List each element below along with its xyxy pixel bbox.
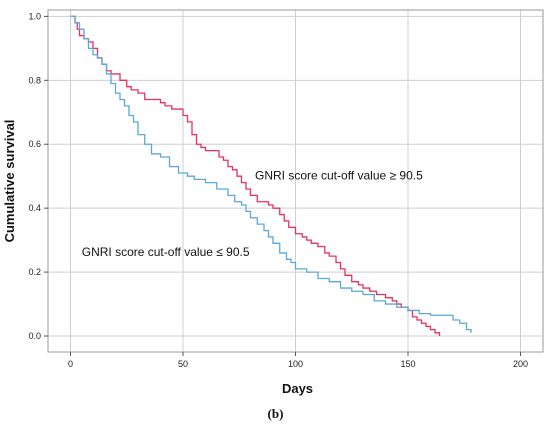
x-tick-label: 50 xyxy=(178,359,188,369)
y-tick-label: 1.0 xyxy=(28,11,41,21)
annotations: GNRI score cut-off value ≥ 90.5 GNRI scor… xyxy=(82,168,423,259)
survival-curves xyxy=(70,15,472,337)
y-tick-label: 0.4 xyxy=(28,203,41,213)
x-tick-label: 150 xyxy=(400,359,415,369)
y-tick-label: 0.8 xyxy=(28,75,41,85)
axis-ticks: 0 50 100 150 200 0.0 0.2 0.4 0.6 0.8 1.0 xyxy=(28,11,528,369)
annotation-label-1: GNRI score cut-off value ≥ 90.5 xyxy=(255,168,423,182)
survival-curve-2 xyxy=(70,15,472,333)
x-axis-title: Days xyxy=(282,381,313,396)
x-tick-label: 100 xyxy=(288,359,303,369)
grid-lines xyxy=(48,10,543,352)
annotation-label-2: GNRI score cut-off value ≤ 90.5 xyxy=(82,245,250,259)
x-tick-label: 200 xyxy=(513,359,528,369)
x-tick-label: 0 xyxy=(68,359,73,369)
y-axis-title: Cumulative survival xyxy=(2,120,17,243)
y-tick-label: 0.0 xyxy=(28,331,41,341)
survival-curve-1 xyxy=(70,15,441,337)
figure-caption: (b) xyxy=(268,406,284,421)
y-tick-label: 0.6 xyxy=(28,139,41,149)
y-tick-label: 0.2 xyxy=(28,267,41,277)
